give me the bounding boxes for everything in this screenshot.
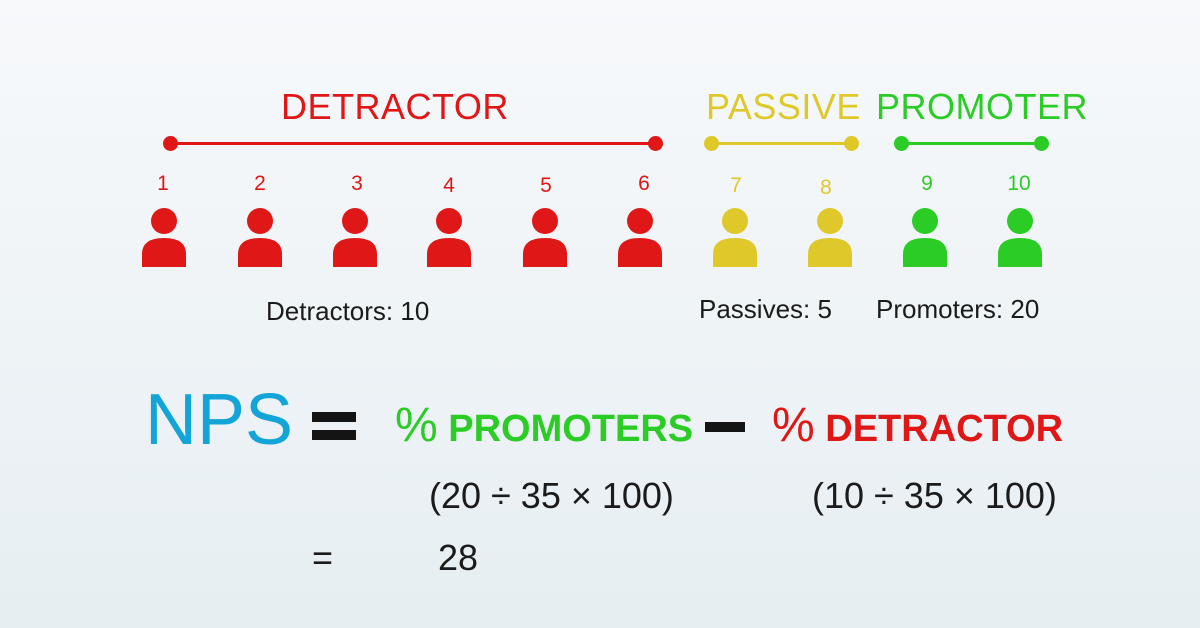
person-icon [618,208,662,267]
person-icon [427,208,471,267]
detractors-term: % DETRACTOR [772,402,1063,450]
score-6: 6 [638,172,650,195]
passive-title: PASSIVE [706,86,861,127]
score-2: 2 [254,172,266,195]
person-icon [333,208,377,267]
detractors-calculation: (10 ÷ 35 × 100) [812,475,1057,516]
score-10: 10 [1007,172,1031,195]
person-icon [998,208,1042,267]
score-4: 4 [443,174,455,197]
promoters-term: % PROMOTERS [395,402,693,450]
minus-sign [705,422,745,432]
passives-count: Passives: 5 [699,294,832,324]
person-icon [142,208,186,267]
percent-sign: % [395,399,438,452]
promoters-term-label: PROMOTERS [448,408,694,450]
person-icon [713,208,757,267]
nps-label: NPS [145,380,294,460]
result-equals: = [312,537,334,578]
detractor-title: DETRACTOR [281,86,509,127]
score-5: 5 [540,174,552,197]
promoter-title: PROMOTER [876,86,1089,127]
person-icon [238,208,282,267]
detractors-count: Detractors: 10 [266,296,430,326]
detractors-term-label: DETRACTOR [825,408,1064,450]
percent-sign: % [772,399,815,452]
person-icon [808,208,852,267]
score-8: 8 [820,176,832,199]
nps-result: 28 [438,537,479,578]
score-3: 3 [351,172,363,195]
score-1: 1 [157,172,169,195]
person-icon [523,208,567,267]
promoters-count: Promoters: 20 [876,294,1040,324]
promoters-calculation: (20 ÷ 35 × 100) [429,475,674,516]
score-7: 7 [730,174,742,197]
person-icon [903,208,947,267]
score-9: 9 [921,172,933,195]
